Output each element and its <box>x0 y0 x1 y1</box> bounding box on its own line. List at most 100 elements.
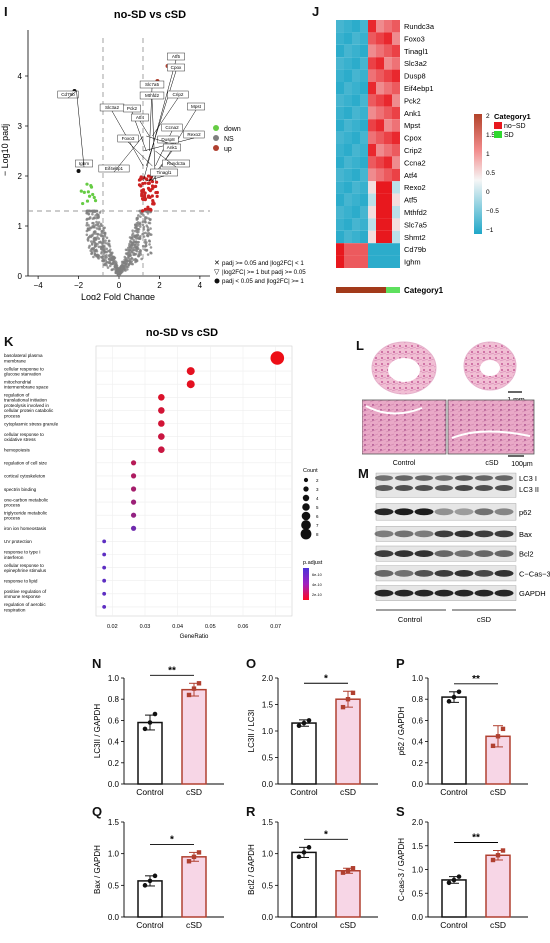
blot-label: LC3 II <box>519 485 539 494</box>
blot-label: C−Cas−3 <box>519 569 550 578</box>
go-dot <box>102 578 107 583</box>
ns-point <box>149 251 152 254</box>
heat-cell <box>360 57 368 70</box>
blot-band <box>435 475 453 481</box>
go-dot <box>158 407 165 414</box>
ns-point <box>137 214 140 217</box>
bar <box>441 696 467 785</box>
heat-cell <box>344 69 352 82</box>
histology-control-label: Control <box>393 460 416 467</box>
go-xlabel: GeneRatio <box>180 634 209 640</box>
ns-point <box>126 268 129 271</box>
ns-point <box>109 248 112 251</box>
data-point <box>152 873 158 879</box>
gene-label: Rexo2 <box>187 132 201 137</box>
heat-cell <box>344 255 352 268</box>
go-dot <box>130 460 137 466</box>
data-point <box>301 720 307 726</box>
blot-band <box>475 485 493 492</box>
legend-shape2: |log2FC| >= 1 but padj >= 0.05 <box>222 269 306 276</box>
heat-cell <box>392 144 400 157</box>
heat-legend-nosd: no−SD <box>504 123 526 130</box>
heat-gene-label: Mthfd2 <box>404 208 427 217</box>
heat-cell <box>360 206 368 219</box>
go-count-dot <box>303 477 309 483</box>
go-dot <box>102 552 107 557</box>
go-term-label: regulation of aerobic respiration <box>4 602 46 612</box>
heat-cell <box>344 156 352 169</box>
ns-point <box>131 229 134 233</box>
up-point <box>155 194 159 198</box>
ns-point <box>148 243 151 246</box>
heat-cell <box>384 106 392 120</box>
heat-cell <box>384 57 392 70</box>
volcano-xtick: 2 <box>157 281 162 290</box>
go-dot <box>102 605 107 609</box>
ns-point <box>146 253 150 256</box>
blot-band <box>434 569 454 577</box>
significance-label: ** <box>472 674 480 685</box>
bar-ytick: 1.0 <box>262 850 274 859</box>
scale-label-100um: 100μm <box>511 461 533 468</box>
heat-cell <box>392 206 400 219</box>
down-point <box>85 182 89 186</box>
up-point <box>151 200 155 204</box>
significance-label: * <box>324 829 328 840</box>
volcano-ytick: 0 <box>18 272 23 281</box>
blot-band <box>414 589 434 597</box>
heat-cell <box>376 218 384 231</box>
ns-point <box>118 273 121 277</box>
histology-csd-label: cSD <box>485 460 498 467</box>
ns-point <box>103 226 106 230</box>
ns-point <box>132 240 136 243</box>
bar-ytick: 0.4 <box>108 738 120 747</box>
heat-cell <box>376 119 384 132</box>
up-point <box>150 180 155 184</box>
ns-point <box>130 257 134 260</box>
ns-point <box>97 245 101 249</box>
ns-point <box>129 253 132 257</box>
go-term-label: cytoplasmic stress granule <box>4 421 59 426</box>
heat-cell <box>336 193 344 206</box>
ns-point <box>110 268 114 271</box>
heat-cell <box>376 181 384 194</box>
ns-point <box>144 238 147 242</box>
bar-ylabel: C-cas-3 / GAPDH <box>397 838 406 901</box>
go-count-label: 3 <box>316 487 319 492</box>
ns-point <box>131 242 134 245</box>
bar-ytick: 0.0 <box>262 780 274 789</box>
bar-ylabel: p62 / GAPDH <box>397 707 406 756</box>
go-dot <box>158 433 165 440</box>
go-count-label: 2 <box>316 478 319 483</box>
ns-point <box>127 263 130 266</box>
heat-cell <box>368 181 376 194</box>
bar-ytick: 1.5 <box>108 818 120 827</box>
blot-band <box>394 550 414 557</box>
heat-cell <box>368 230 376 244</box>
volcano-xticks: −4 −2 0 2 4 <box>34 276 203 290</box>
bar-ytick: 2.0 <box>262 674 274 683</box>
bar-ytick: 1.0 <box>262 727 274 736</box>
ns-point <box>146 234 150 238</box>
ns-point <box>96 233 100 236</box>
bar-ytick: 0.5 <box>412 889 424 898</box>
blot-band <box>454 550 474 557</box>
bar-category-label: Control <box>136 920 164 930</box>
heat-cell <box>368 69 376 82</box>
heat-cell <box>360 131 368 144</box>
panel-letter-k: K <box>4 334 14 349</box>
ns-point <box>93 241 97 245</box>
heat-cell <box>392 255 400 268</box>
blot-band <box>435 485 453 492</box>
heatmap: Rundc3a Foxo3 Tinagl1 Slc3a2 Dusp8 Eif4ebp1 Pc… <box>336 20 531 295</box>
bar-ytick: 2.0 <box>412 818 424 827</box>
data-point <box>147 720 153 725</box>
heat-cell <box>360 44 368 58</box>
heat-gene-label: Dusp8 <box>404 72 426 81</box>
blot-band <box>494 589 514 597</box>
heat-cell <box>392 230 400 244</box>
up-point <box>146 207 150 211</box>
data-point <box>186 859 192 864</box>
gene-label: Tinagl1 <box>157 170 172 175</box>
go-count-legend: 2 3 4 5 6 7 8 <box>300 477 319 540</box>
